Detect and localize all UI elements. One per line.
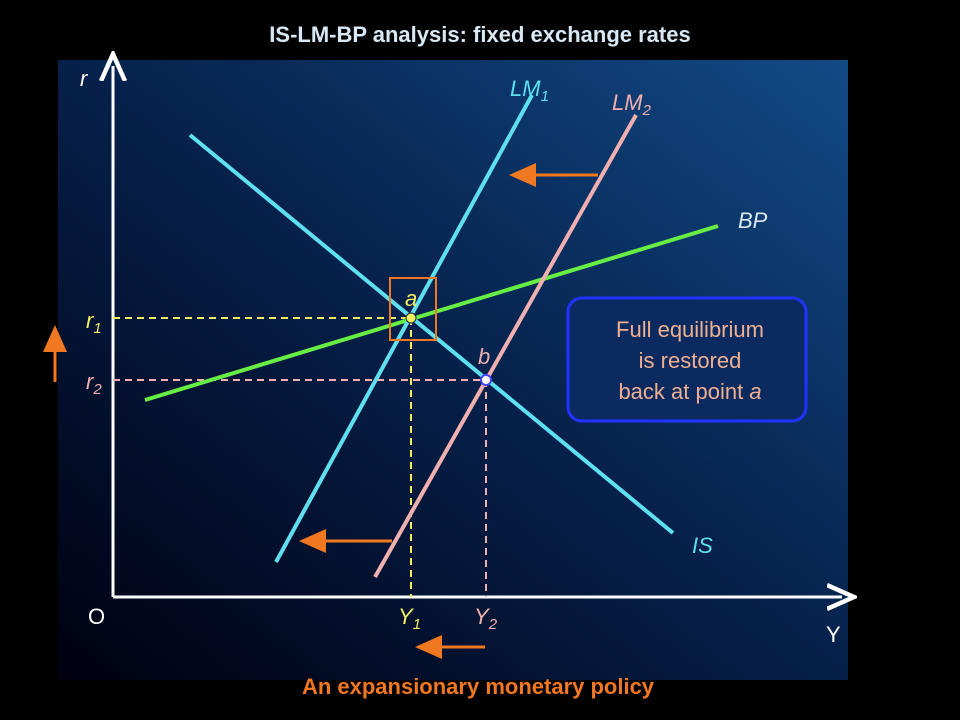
lm2-label: LM2 xyxy=(612,90,652,119)
point-b xyxy=(480,374,492,386)
r2-label: r2 xyxy=(86,369,102,398)
x-axis-label: Y xyxy=(826,622,841,647)
lm1-curve xyxy=(274,94,534,563)
point-a-label: a xyxy=(405,286,417,311)
title: IS-LM-BP analysis: fixed exchange rates xyxy=(269,22,690,47)
note-box xyxy=(566,296,808,423)
is-curve xyxy=(188,133,675,535)
note-line: back at point a xyxy=(618,379,761,404)
bp-label: BP xyxy=(738,208,768,233)
y2-label: Y2 xyxy=(474,604,498,633)
y1-label: Y1 xyxy=(398,604,421,633)
point-b-label: b xyxy=(478,344,490,369)
point-a-box xyxy=(389,277,437,341)
lm1-label: LM1 xyxy=(510,76,549,105)
r1-label: r1 xyxy=(86,308,102,337)
y-axis-label: r xyxy=(80,66,89,91)
bp-curve xyxy=(144,224,719,402)
caption: An expansionary monetary policy xyxy=(302,674,655,699)
is-label: IS xyxy=(692,533,713,558)
origin-label: O xyxy=(88,604,105,629)
note-line: is restored xyxy=(639,348,742,373)
point-a xyxy=(405,312,417,324)
note-line: Full equilibrium xyxy=(616,317,764,342)
lm2-curve xyxy=(373,114,638,578)
